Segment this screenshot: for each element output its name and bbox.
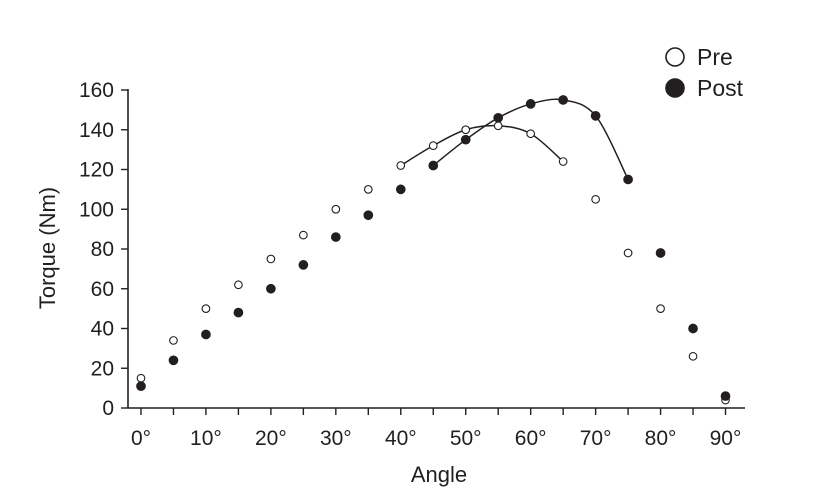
legend-marker-post xyxy=(665,78,685,98)
point-pre-85 xyxy=(688,351,698,361)
y-tick-label-100: 100 xyxy=(79,198,114,221)
point-pre-10 xyxy=(201,304,211,313)
point-pre-35 xyxy=(363,185,373,194)
legend-label-pre: Pre xyxy=(697,44,733,70)
point-post-15 xyxy=(233,307,244,318)
x-tick-label-50: 50° xyxy=(450,427,482,450)
y-tick-label-60: 60 xyxy=(91,278,114,301)
point-pre-60 xyxy=(526,129,536,139)
point-pre-70 xyxy=(591,194,600,204)
x-tick-label-30: 30° xyxy=(320,427,352,450)
x-tick-label-60: 60° xyxy=(515,427,547,450)
fit-curve-pre xyxy=(400,124,564,167)
point-pre-15 xyxy=(234,280,243,290)
point-post-90 xyxy=(720,391,731,401)
y-tick-label-120: 120 xyxy=(79,159,114,182)
point-pre-25 xyxy=(299,230,308,240)
point-post-45 xyxy=(428,160,439,171)
point-post-55 xyxy=(493,112,504,123)
legend-marker-pre xyxy=(665,47,685,67)
axes: 0 20 40 60 80 100 120 140 160 0° 10° 20° 30° 40° 50° 60… xyxy=(79,79,745,450)
x-tick-label-20: 20° xyxy=(255,427,287,450)
point-post-20 xyxy=(266,283,276,294)
point-post-5 xyxy=(168,355,179,366)
x-tick-label-10: 10° xyxy=(190,427,222,450)
point-post-85 xyxy=(688,323,698,334)
data-points xyxy=(136,95,731,405)
x-tick-label-70: 70° xyxy=(580,427,612,450)
y-tick-label-160: 160 xyxy=(79,79,114,102)
y-axis-title: Torque (Nm) xyxy=(35,187,60,309)
point-post-50 xyxy=(460,134,471,145)
point-post-40 xyxy=(395,184,406,195)
point-pre-55 xyxy=(493,121,503,131)
y-tick-label-140: 140 xyxy=(79,119,114,142)
y-tick-label-40: 40 xyxy=(91,318,114,341)
point-post-35 xyxy=(363,210,374,221)
y-tick-label-0: 0 xyxy=(102,397,114,420)
point-pre-5 xyxy=(169,336,178,345)
point-pre-50 xyxy=(461,125,471,135)
x-tick-label-80: 80° xyxy=(645,427,677,450)
x-tick-label-90: 90° xyxy=(710,427,742,450)
point-pre-0 xyxy=(136,373,146,383)
point-pre-80 xyxy=(656,304,665,313)
point-post-0 xyxy=(136,381,146,391)
point-post-10 xyxy=(201,329,211,340)
point-post-30 xyxy=(330,232,341,242)
point-pre-40 xyxy=(396,161,406,170)
point-pre-75 xyxy=(623,248,633,258)
point-post-70 xyxy=(590,110,601,121)
point-pre-65 xyxy=(558,157,568,166)
point-pre-30 xyxy=(331,204,341,214)
y-tick-label-20: 20 xyxy=(91,357,114,380)
x-tick-label-40: 40° xyxy=(385,427,417,450)
y-tick-label-80: 80 xyxy=(91,238,114,261)
point-post-80 xyxy=(655,248,666,258)
point-post-60 xyxy=(525,99,536,109)
point-post-75 xyxy=(623,174,633,185)
legend: Pre Post xyxy=(665,44,744,101)
x-axis-title: Angle xyxy=(411,462,467,487)
x-tick-label-0: 0° xyxy=(131,427,151,450)
legend-label-post: Post xyxy=(697,75,744,101)
point-post-65 xyxy=(558,95,568,105)
point-pre-45 xyxy=(428,141,438,150)
point-post-25 xyxy=(298,260,309,270)
point-pre-20 xyxy=(266,254,276,264)
